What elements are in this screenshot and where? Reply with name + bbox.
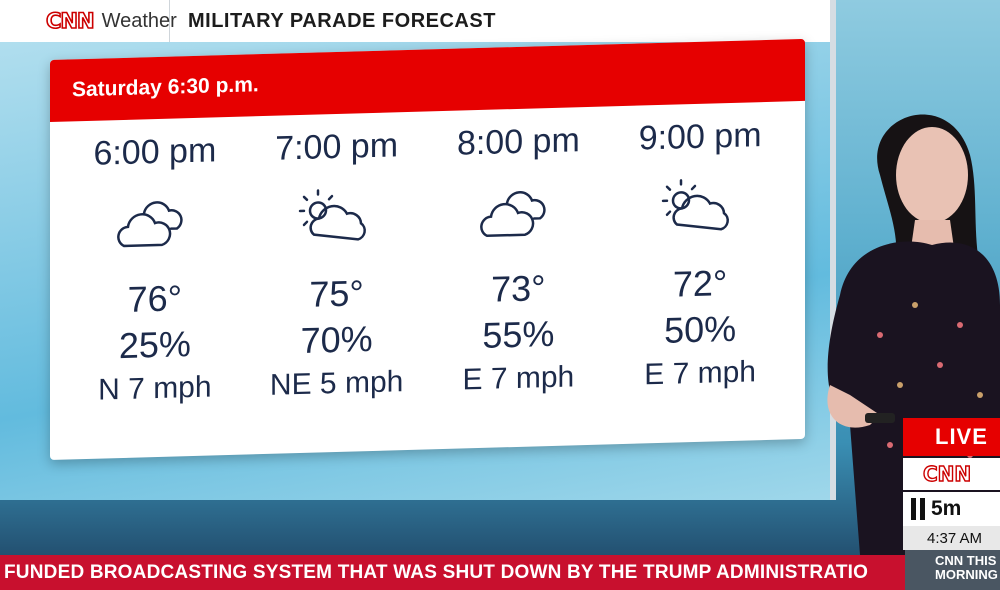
news-ticker: FUNDED BROADCASTING SYSTEM THAT WAS SHUT… <box>0 555 905 590</box>
hour-precip: 70% <box>300 317 373 362</box>
forecast-column: 7:00 pm 75° 70% NE 5 mph <box>246 111 428 403</box>
forecast-column: 6:00 pm 76° 25% N 7 mph <box>64 117 246 409</box>
cloudy-icon <box>64 170 246 275</box>
segment-timer: 5m <box>903 492 1000 526</box>
ticker-text: FUNDED BROADCASTING SYSTEM THAT WAS SHUT… <box>4 561 869 583</box>
hour-precip: 55% <box>482 312 555 356</box>
hour-temp: 75° <box>309 272 364 315</box>
forecast-card: Saturday 6:30 p.m. 6:00 pm 76° 25% N 7 m… <box>50 38 805 460</box>
cnn-weather-logo: CNN Weather <box>0 0 177 42</box>
hour-precip: 25% <box>118 323 191 367</box>
hour-temp: 72° <box>672 262 728 305</box>
live-bug: LIVE CNN 5m 4:37 AM <box>903 418 1000 550</box>
hour-wind: NE 5 mph <box>269 365 404 402</box>
hour-time: 7:00 pm <box>275 126 399 168</box>
hour-time: 9:00 pm <box>638 116 762 158</box>
hour-time: 8:00 pm <box>456 121 580 163</box>
show-name: CNN THIS MORNING <box>905 550 1000 590</box>
hour-wind: N 7 mph <box>98 370 212 407</box>
live-badge: LIVE <box>903 418 1000 456</box>
weather-wall: CNN Weather MILITARY PARADE FORECAST Sat… <box>0 0 836 500</box>
hour-temp: 76° <box>127 277 183 320</box>
page-title: MILITARY PARADE FORECAST <box>188 9 496 32</box>
cnn-logo-mark: CNN <box>45 8 95 34</box>
clock: 4:37 AM <box>903 526 1000 550</box>
hour-time: 6:00 pm <box>93 131 217 173</box>
forecast-column: 9:00 pm 72° 50% E 7 mph <box>609 101 791 393</box>
logo-word: Weather <box>101 9 177 32</box>
timer-value: 5m <box>931 497 962 520</box>
forecast-column: 8:00 pm 73° 55% E 7 mph <box>428 106 610 398</box>
hour-wind: E 7 mph <box>644 355 756 392</box>
top-bar: CNN Weather MILITARY PARADE FORECAST <box>0 0 830 42</box>
partly-cloudy-icon <box>609 154 791 259</box>
cnn-bug-logo: CNN <box>903 458 1000 490</box>
timer-icon <box>911 498 925 520</box>
cloudy-icon <box>428 159 610 264</box>
hour-precip: 50% <box>664 307 737 351</box>
cnn-bug-mark: CNN <box>922 461 972 486</box>
hour-temp: 73° <box>491 267 546 310</box>
hour-wind: E 7 mph <box>462 360 575 397</box>
partly-cloudy-icon <box>246 164 428 269</box>
